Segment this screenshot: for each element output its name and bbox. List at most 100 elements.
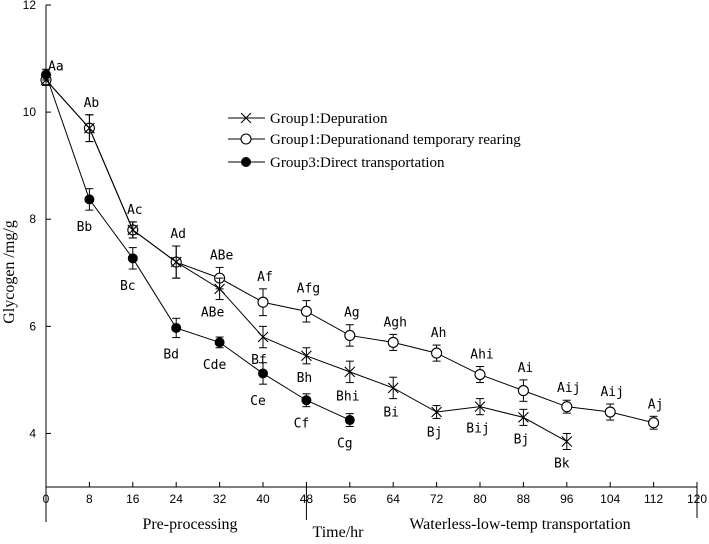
legend-marker-depuration [240, 112, 252, 124]
data-point-depuration-rearing [431, 347, 443, 359]
legend-label-direct-transport: Group3:Direct transportation [270, 155, 445, 171]
point-label-depuration: ABe [201, 306, 225, 321]
data-point-depuration-rearing [257, 296, 269, 308]
x-tick-label: 32 [213, 492, 227, 506]
x-tick-label: 72 [430, 492, 444, 506]
x-tick-label: 24 [170, 492, 184, 506]
data-point-depuration-rearing [561, 401, 573, 413]
point-label-depuration: Bj [427, 425, 443, 440]
data-point-depuration [561, 436, 573, 447]
legend: Group1:Depuration Group1:Depurationand te… [228, 111, 521, 171]
point-label-depuration: Bi [383, 406, 399, 421]
point-label-depuration-rearing: Aij [557, 381, 580, 396]
data-point-direct-transport [301, 395, 312, 406]
y-tick-label: 8 [29, 212, 36, 226]
data-point-depuration-rearing [387, 336, 399, 348]
x-axis-title: Time/hr [313, 524, 365, 541]
data-point-direct-transport [41, 69, 51, 80]
point-label-depuration-rearing: ABe [210, 248, 234, 263]
point-label-direct-transport: Cde [203, 358, 227, 373]
x-tick-label: 96 [560, 492, 574, 506]
point-label-direct-transport: Cf [294, 417, 310, 432]
data-point-direct-transport [258, 368, 268, 379]
data-point-depuration [84, 122, 95, 134]
data-point-depuration [518, 411, 529, 423]
point-label-depuration-rearing: Afg [297, 282, 320, 297]
data-point-depuration-rearing [300, 305, 312, 317]
point-label-depuration-rearing: Af [257, 270, 273, 285]
legend-marker-depuration-rearing [240, 133, 252, 145]
x-tick-label: 64 [387, 492, 401, 506]
point-labels-layer: ABe Bf Bh Bhi Bi Bj Bij Bj Bk Aa Ab Ac Ad ABe Af Afg Ag A… [48, 60, 663, 472]
data-point-direct-transport [171, 322, 182, 333]
axes: 0 8 16 24 32 40 48 56 64 72 80 88 96 104 112 120 4 6 8 10 12 [23, 0, 707, 522]
legend-label-depuration-rearing: Group1:Depurationand temporary rearing [270, 132, 521, 148]
y-tick-label: 10 [23, 105, 37, 119]
point-label-depuration-rearing: Ai [518, 361, 534, 376]
data-point-depuration [301, 350, 312, 362]
legend-label-depuration: Group1:Depuration [270, 111, 388, 127]
x-tick-label: 112 [644, 492, 663, 506]
data-point-depuration-rearing [604, 406, 616, 418]
point-label-direct-transport: Ce [250, 394, 266, 409]
point-label-direct-transport: Bd [163, 348, 179, 363]
data-point-depuration [170, 256, 182, 268]
x-tick-label: 40 [256, 492, 270, 506]
data-point-direct-transport [344, 415, 355, 426]
data-point-depuration [257, 331, 269, 343]
x-tick-label: 0 [43, 492, 50, 506]
data-point-depuration-rearing [474, 368, 486, 381]
legend-marker-direct-transport [241, 157, 251, 167]
data-point-direct-transport [214, 337, 225, 348]
data-point-depuration-rearing [648, 417, 660, 429]
data-point-depuration [387, 382, 399, 394]
y-axis-title: Glycogen /mg/g [1, 220, 18, 324]
data-point-depuration [474, 401, 486, 413]
data-point-direct-transport [84, 194, 95, 205]
point-label-depuration: Bj [514, 432, 530, 447]
data-point-depuration [431, 406, 442, 418]
x-tick-label: 48 [300, 492, 314, 506]
phase-label-preprocessing: Pre-processing [142, 516, 237, 533]
point-label-depuration: Bk [554, 457, 570, 472]
point-label-depuration: Bij [466, 422, 489, 437]
point-label-direct-transport: Bb [77, 220, 93, 235]
data-point-depuration-rearing [344, 329, 356, 341]
x-tick-label: 56 [343, 492, 357, 506]
point-label-depuration-rearing: Ah [431, 326, 447, 341]
data-point-direct-transport [127, 253, 138, 264]
x-tick-label: 16 [126, 492, 140, 506]
series-line-direct-transport [45, 74, 351, 421]
point-label-direct-transport: Bc [120, 279, 136, 294]
point-label-depuration-rearing: Ab [84, 96, 100, 111]
point-label-direct-transport: Cg [337, 436, 353, 451]
data-point-depuration [214, 283, 225, 295]
x-tick-label: 80 [473, 492, 487, 506]
point-label-depuration-rearing: Ag [344, 306, 360, 321]
data-point-depuration [344, 366, 356, 378]
y-tick-label: 4 [29, 426, 36, 440]
x-tick-label: 88 [517, 492, 531, 506]
point-label-depuration: Bf [251, 353, 267, 368]
point-label-depuration-rearing: Ahi [470, 348, 493, 363]
x-tick-label: 104 [600, 492, 620, 506]
x-tick-label: 8 [86, 492, 93, 506]
series-direct-transport [41, 68, 355, 427]
point-label-depuration: Bh [297, 371, 313, 386]
phase-label-transportation: Waterless-low-temp transportation [409, 516, 630, 533]
point-label-depuration-rearing: Aa [48, 60, 64, 75]
point-label-depuration-rearing: Ad [170, 227, 186, 242]
y-tick-label: 12 [23, 0, 37, 12]
point-label-depuration: Bhi [336, 390, 359, 405]
point-label-depuration-rearing: Agh [383, 315, 406, 330]
point-label-depuration-rearing: Aij [600, 385, 623, 400]
data-point-depuration-rearing [517, 385, 529, 397]
x-tick-label: 120 [687, 492, 707, 506]
data-point-depuration [127, 224, 139, 236]
point-label-depuration-rearing: Ac [127, 203, 143, 218]
point-label-depuration-rearing: Aj [648, 397, 664, 412]
y-tick-label: 6 [29, 319, 36, 333]
series-depuration [40, 74, 573, 451]
series-layer [40, 68, 660, 451]
